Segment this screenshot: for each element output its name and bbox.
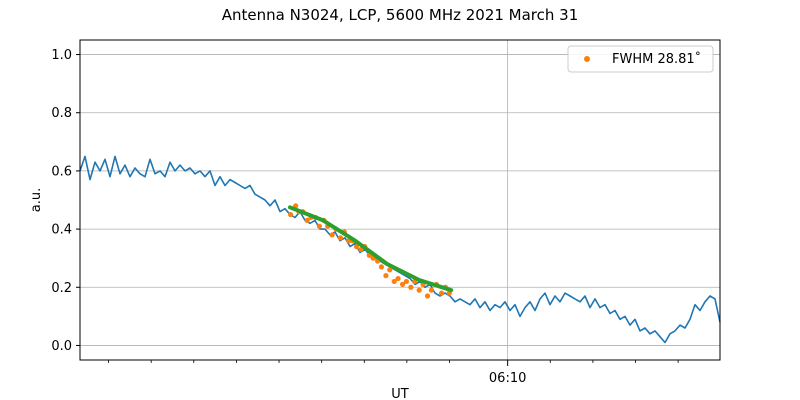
fwhm-data-point — [395, 275, 401, 282]
y-tick-label: 0.8 — [51, 106, 72, 121]
fwhm-data-point — [316, 223, 322, 229]
fwhm-data-point — [378, 264, 385, 270]
legend-label: FWHM 28.81˚ — [612, 51, 701, 67]
chart-title: Antenna N3024, LCP, 5600 MHz 2021 March … — [222, 6, 579, 24]
fwhm-data-point — [329, 232, 335, 238]
fit-line — [287, 205, 454, 293]
x-axis-label: UT — [391, 387, 409, 400]
fwhm-data-point — [337, 235, 344, 241]
y-tick-label: 1.0 — [51, 48, 72, 63]
y-tick-label: 0.6 — [51, 164, 72, 179]
fwhm-data-point — [416, 287, 422, 293]
plot-frame — [79, 39, 721, 361]
y-tick-label: 0.2 — [51, 281, 72, 296]
axis-ticks: 0.0 0.2 0.4 0.6 0.8 1.0 06:10 — [51, 48, 679, 386]
y-tick-label: 0.4 — [51, 223, 72, 238]
fwhm-data-point — [403, 278, 409, 285]
fwhm-data-point — [408, 284, 414, 290]
legend-box — [567, 45, 714, 73]
fwhm-data-point — [287, 211, 294, 218]
signal-line — [79, 155, 721, 344]
y-tick-label: 0.0 — [51, 339, 72, 354]
fwhm-data-point — [383, 273, 389, 279]
fwhm-data-point — [424, 293, 431, 299]
fwhm-data-point — [428, 287, 434, 293]
data-series — [79, 155, 721, 344]
legend-marker — [584, 56, 590, 62]
fwhm-data-point — [439, 290, 445, 296]
fwhm-data-point — [391, 278, 397, 285]
fwhm-data-point — [304, 217, 310, 223]
legend: FWHM 28.81˚ — [567, 45, 714, 73]
fwhm-data-point — [353, 243, 360, 250]
y-axis-label: a.u. — [29, 188, 44, 212]
fwhm-data-point — [399, 281, 406, 287]
x-tick-label: 06:10 — [489, 371, 526, 386]
fwhm-data-point — [387, 267, 393, 273]
